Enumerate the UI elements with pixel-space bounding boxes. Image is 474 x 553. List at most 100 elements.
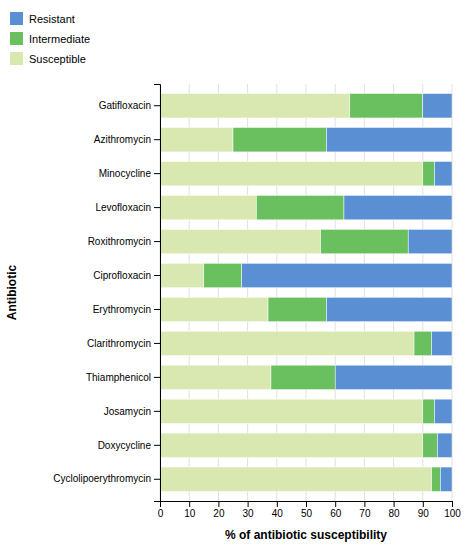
series (204, 94, 441, 492)
tick-label: Minocycline (99, 168, 152, 179)
tick-mark (154, 139, 160, 140)
bar (335, 365, 452, 389)
bar (440, 467, 452, 491)
tick-label: 60 (330, 508, 342, 519)
bar (271, 365, 335, 389)
bar (434, 399, 452, 423)
tick-label: 80 (389, 508, 401, 519)
bar (160, 195, 256, 219)
axis-line (161, 502, 453, 508)
bar (408, 229, 452, 253)
tick-mark (189, 501, 190, 507)
bar (160, 297, 268, 321)
tick: 70 (359, 501, 371, 519)
tick: Erythromycin (93, 304, 160, 315)
legend-label: Susceptible (29, 53, 86, 65)
tick-label: Clarithromycin (87, 338, 151, 349)
y-axis: Cyclolipoerythromycin Doxycycline Josamyci… (53, 85, 160, 502)
tick-mark (218, 501, 219, 507)
tick-label: Azithromycin (94, 134, 151, 145)
bar (423, 399, 435, 423)
tick-label: Levofloxacin (95, 202, 151, 213)
tick-label: Cyclolipoerythromycin (53, 473, 151, 484)
y-axis-title: Antibiotic (5, 265, 19, 321)
bar (437, 433, 452, 457)
bar (423, 433, 438, 457)
tick-mark (364, 501, 365, 507)
tick-mark (154, 411, 160, 412)
tick: 100 (444, 501, 461, 519)
tick-label: 50 (301, 508, 313, 519)
x-axis-title: % of antibiotic susceptibility (225, 528, 387, 542)
bar (160, 229, 321, 253)
tick: 90 (418, 501, 430, 519)
tick-label: Erythromycin (93, 304, 151, 315)
tick: 10 (184, 501, 196, 519)
bar (268, 297, 326, 321)
tick-mark (277, 501, 278, 507)
tick-mark (154, 377, 160, 378)
bar (432, 331, 452, 355)
series (242, 94, 452, 492)
legend-label: Intermediate (29, 33, 90, 45)
bar (321, 229, 409, 253)
tick: 40 (272, 501, 284, 519)
bar (242, 263, 452, 287)
tick-label: Thiamphenicol (86, 372, 151, 383)
tick-label: Doxycycline (98, 440, 152, 451)
tick-label: 0 (158, 508, 164, 519)
tick-label: 40 (272, 508, 284, 519)
tick: Roxithromycin (88, 236, 160, 247)
tick: Doxycycline (98, 440, 160, 451)
bar (204, 263, 242, 287)
tick-label: 90 (418, 508, 430, 519)
legend-swatch (10, 32, 23, 45)
tick: 0 (158, 501, 164, 519)
bar (423, 161, 435, 185)
legend: Resistant Intermediate Susceptible (10, 12, 90, 65)
bar (160, 94, 350, 118)
bar (432, 467, 441, 491)
tick: Cyclolipoerythromycin (53, 473, 160, 484)
bar (160, 433, 423, 457)
tick: 30 (243, 501, 255, 519)
legend-item: Susceptible (10, 52, 86, 65)
tick: Josamycin (104, 406, 160, 417)
tick: 80 (389, 501, 401, 519)
tick: Gatifloxacin (99, 100, 160, 111)
plot: 0 10 20 30 40 50 60 70 80 90 100 Cyclolipoerythromy… (53, 84, 461, 519)
tick-label: 20 (213, 508, 225, 519)
tick: Clarithromycin (87, 338, 160, 349)
tick: Azithromycin (94, 134, 160, 145)
bar (160, 399, 423, 423)
tick: 20 (213, 501, 225, 519)
legend-swatch (10, 52, 23, 65)
legend-item: Resistant (10, 12, 75, 25)
tick-mark (452, 501, 453, 507)
series (160, 94, 432, 492)
bar (434, 161, 452, 185)
bar (160, 161, 423, 185)
bar (160, 365, 271, 389)
tick-mark (335, 501, 336, 507)
tick-mark (248, 501, 249, 507)
tick-mark (154, 241, 160, 242)
bar (326, 127, 452, 151)
tick-mark (423, 501, 424, 507)
tick-label: Gatifloxacin (99, 100, 151, 111)
tick-mark (154, 343, 160, 344)
bar (160, 467, 432, 491)
bar (256, 195, 344, 219)
tick: Minocycline (99, 168, 160, 179)
bar (160, 331, 414, 355)
tick-label: Josamycin (104, 406, 151, 417)
bars (160, 94, 452, 492)
tick-mark (154, 445, 160, 446)
x-axis: 0 10 20 30 40 50 60 70 80 90 100 (158, 501, 462, 519)
tick-mark (154, 275, 160, 276)
legend-swatch (10, 12, 23, 25)
tick-mark (154, 105, 160, 106)
tick-mark (394, 501, 395, 507)
tick: Levofloxacin (95, 202, 160, 213)
tick-label: 30 (243, 508, 255, 519)
